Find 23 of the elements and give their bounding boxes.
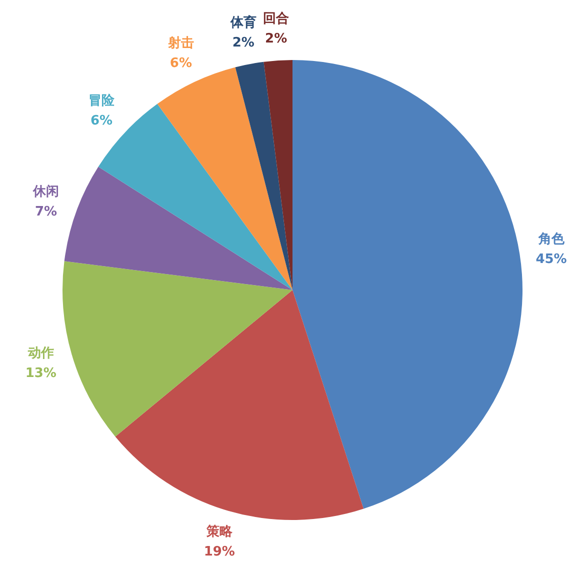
slice-label: 冒险 [88,94,116,109]
pie-slice [292,60,522,509]
pie-slice [235,62,292,290]
slice-label: 体育 [229,14,256,31]
data-label: 6% [170,56,192,71]
slice-label: 策略 [205,524,234,540]
pie-slice [264,60,292,290]
data-label: 7% [34,204,58,220]
pie-slice [62,261,292,437]
slice-label: 射击 [166,36,194,51]
data-label: 13% [25,366,56,382]
data-label: 6% [90,114,113,129]
data-label: 2% [232,36,254,51]
slice-label: 动作 [26,346,54,362]
data-label: 45% [536,252,567,268]
pie-slice [115,290,364,520]
slice-label: 角色 [537,232,566,248]
data-label: 19% [204,544,235,560]
slice-label: 回合 [263,10,290,27]
pie-slice [157,67,292,290]
pie-slice [64,166,292,290]
slice-label: 休闲 [32,184,59,200]
data-label: 2% [265,32,288,47]
